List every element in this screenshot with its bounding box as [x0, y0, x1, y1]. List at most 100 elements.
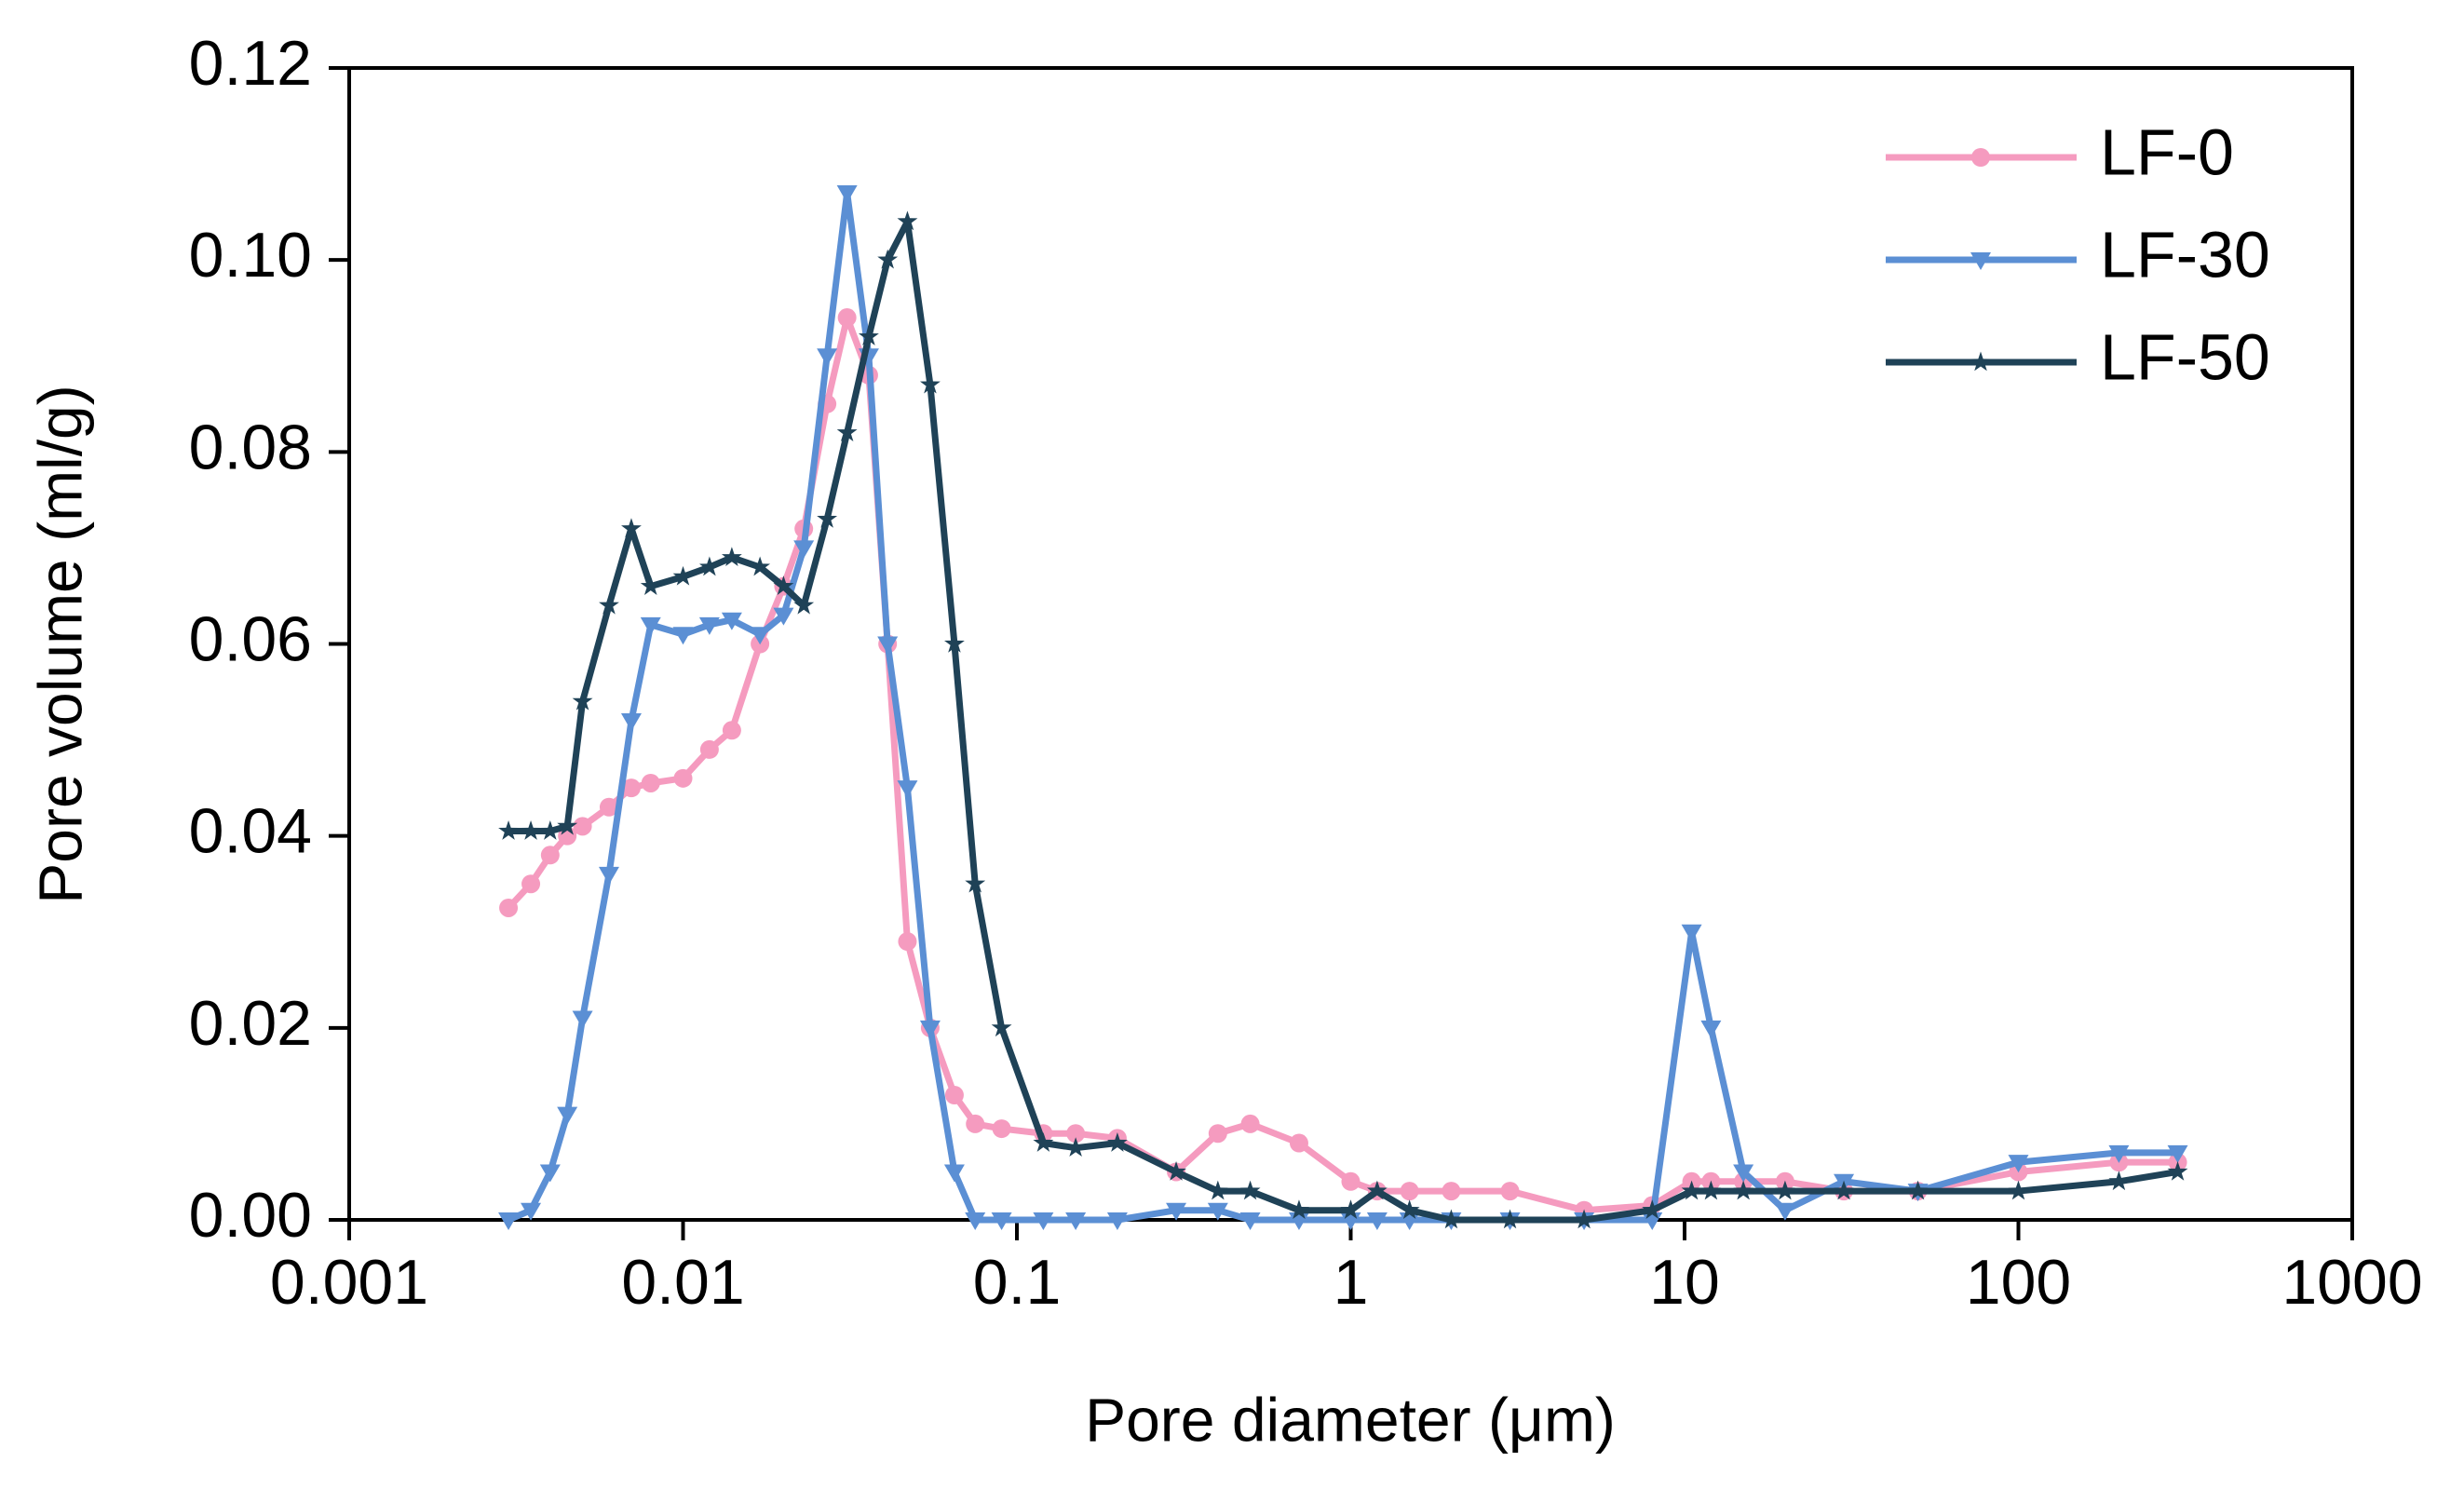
marker: [673, 768, 693, 788]
marker: [2108, 1144, 2130, 1163]
marker: [919, 373, 941, 394]
marker: [599, 594, 619, 615]
x-tick-label: 10: [1649, 1247, 1720, 1318]
marker: [521, 1202, 542, 1221]
marker: [2008, 1180, 2029, 1200]
marker: [836, 185, 858, 204]
marker: [722, 721, 741, 740]
marker: [1400, 1182, 1419, 1201]
marker: [1207, 1180, 1228, 1200]
marker: [793, 594, 815, 615]
legend-label: LF-0: [2100, 115, 2234, 188]
marker: [1341, 1171, 1361, 1191]
marker: [1033, 1132, 1054, 1152]
series-line: [508, 218, 2179, 1224]
marker: [1700, 1020, 1722, 1038]
y-tick-label: 0.02: [189, 988, 312, 1059]
marker: [897, 210, 918, 231]
x-tick-label: 1: [1334, 1247, 1369, 1318]
marker: [640, 616, 661, 635]
y-tick-label: 0.08: [189, 412, 312, 482]
marker: [572, 690, 593, 711]
marker: [498, 1212, 520, 1230]
marker: [1289, 1199, 1309, 1219]
marker: [773, 607, 794, 626]
marker: [817, 508, 838, 528]
marker: [817, 348, 838, 367]
legend-marker: [1970, 252, 1991, 270]
marker: [1574, 1209, 1595, 1229]
marker: [1834, 1180, 1854, 1200]
marker: [1106, 1212, 1128, 1230]
x-tick-label: 100: [1966, 1247, 2071, 1318]
marker: [943, 633, 965, 653]
marker: [598, 866, 619, 885]
marker: [621, 518, 642, 538]
marker: [1366, 1212, 1388, 1230]
marker: [1207, 1202, 1228, 1221]
marker: [2108, 1171, 2130, 1191]
marker: [1399, 1199, 1420, 1219]
marker: [572, 1010, 593, 1029]
marker: [1681, 1180, 1702, 1200]
marker: [1208, 1124, 1227, 1144]
marker: [837, 308, 857, 328]
marker: [1166, 1160, 1186, 1181]
marker: [672, 565, 694, 586]
marker: [991, 1017, 1012, 1037]
x-tick-label: 0.001: [270, 1247, 428, 1318]
marker: [557, 815, 578, 835]
marker: [698, 616, 720, 635]
marker: [858, 326, 879, 345]
y-tick-label: 0.12: [189, 28, 312, 99]
marker: [877, 636, 899, 655]
marker: [1106, 1132, 1128, 1152]
marker: [1681, 924, 1702, 942]
y-tick-label: 0.04: [189, 796, 312, 867]
marker: [1289, 1133, 1308, 1153]
marker: [1066, 1124, 1086, 1144]
marker: [1065, 1137, 1087, 1157]
marker: [599, 797, 618, 817]
marker: [539, 820, 561, 840]
marker: [793, 540, 815, 559]
marker: [1065, 1212, 1087, 1230]
legend-label: LF-30: [2100, 218, 2270, 291]
marker: [621, 778, 641, 798]
marker: [773, 575, 794, 595]
marker: [539, 1164, 561, 1183]
marker: [721, 612, 742, 630]
marker: [965, 873, 986, 893]
marker: [877, 249, 899, 269]
legend-label: LF-50: [2100, 320, 2270, 393]
marker: [836, 422, 858, 442]
marker: [1240, 1114, 1260, 1133]
marker: [1340, 1199, 1361, 1219]
marker: [1442, 1182, 1461, 1201]
x-tick-label: 1000: [2281, 1247, 2422, 1318]
marker: [641, 773, 660, 792]
marker: [750, 556, 771, 576]
marker: [944, 1085, 964, 1104]
marker: [499, 898, 519, 917]
marker: [2167, 1160, 2188, 1181]
marker: [521, 820, 541, 840]
marker: [557, 1106, 578, 1125]
marker: [1441, 1209, 1462, 1229]
marker: [721, 547, 742, 567]
series-line: [506, 314, 2178, 1214]
y-tick-label: 0.00: [189, 1180, 312, 1251]
marker: [992, 1119, 1011, 1139]
marker: [898, 932, 917, 952]
marker: [640, 575, 661, 595]
x-tick-label: 0.01: [621, 1247, 744, 1318]
marker: [1239, 1212, 1261, 1230]
marker: [1774, 1202, 1795, 1221]
marker: [1907, 1180, 1929, 1200]
marker: [573, 817, 592, 836]
marker: [521, 874, 541, 894]
marker: [919, 1020, 941, 1038]
y-tick-label: 0.06: [189, 603, 312, 674]
marker: [943, 1164, 965, 1183]
